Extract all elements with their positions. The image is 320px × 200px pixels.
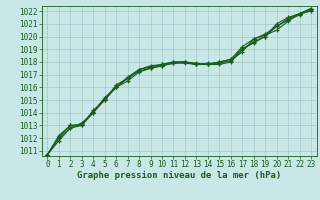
X-axis label: Graphe pression niveau de la mer (hPa): Graphe pression niveau de la mer (hPa) [77, 171, 281, 180]
